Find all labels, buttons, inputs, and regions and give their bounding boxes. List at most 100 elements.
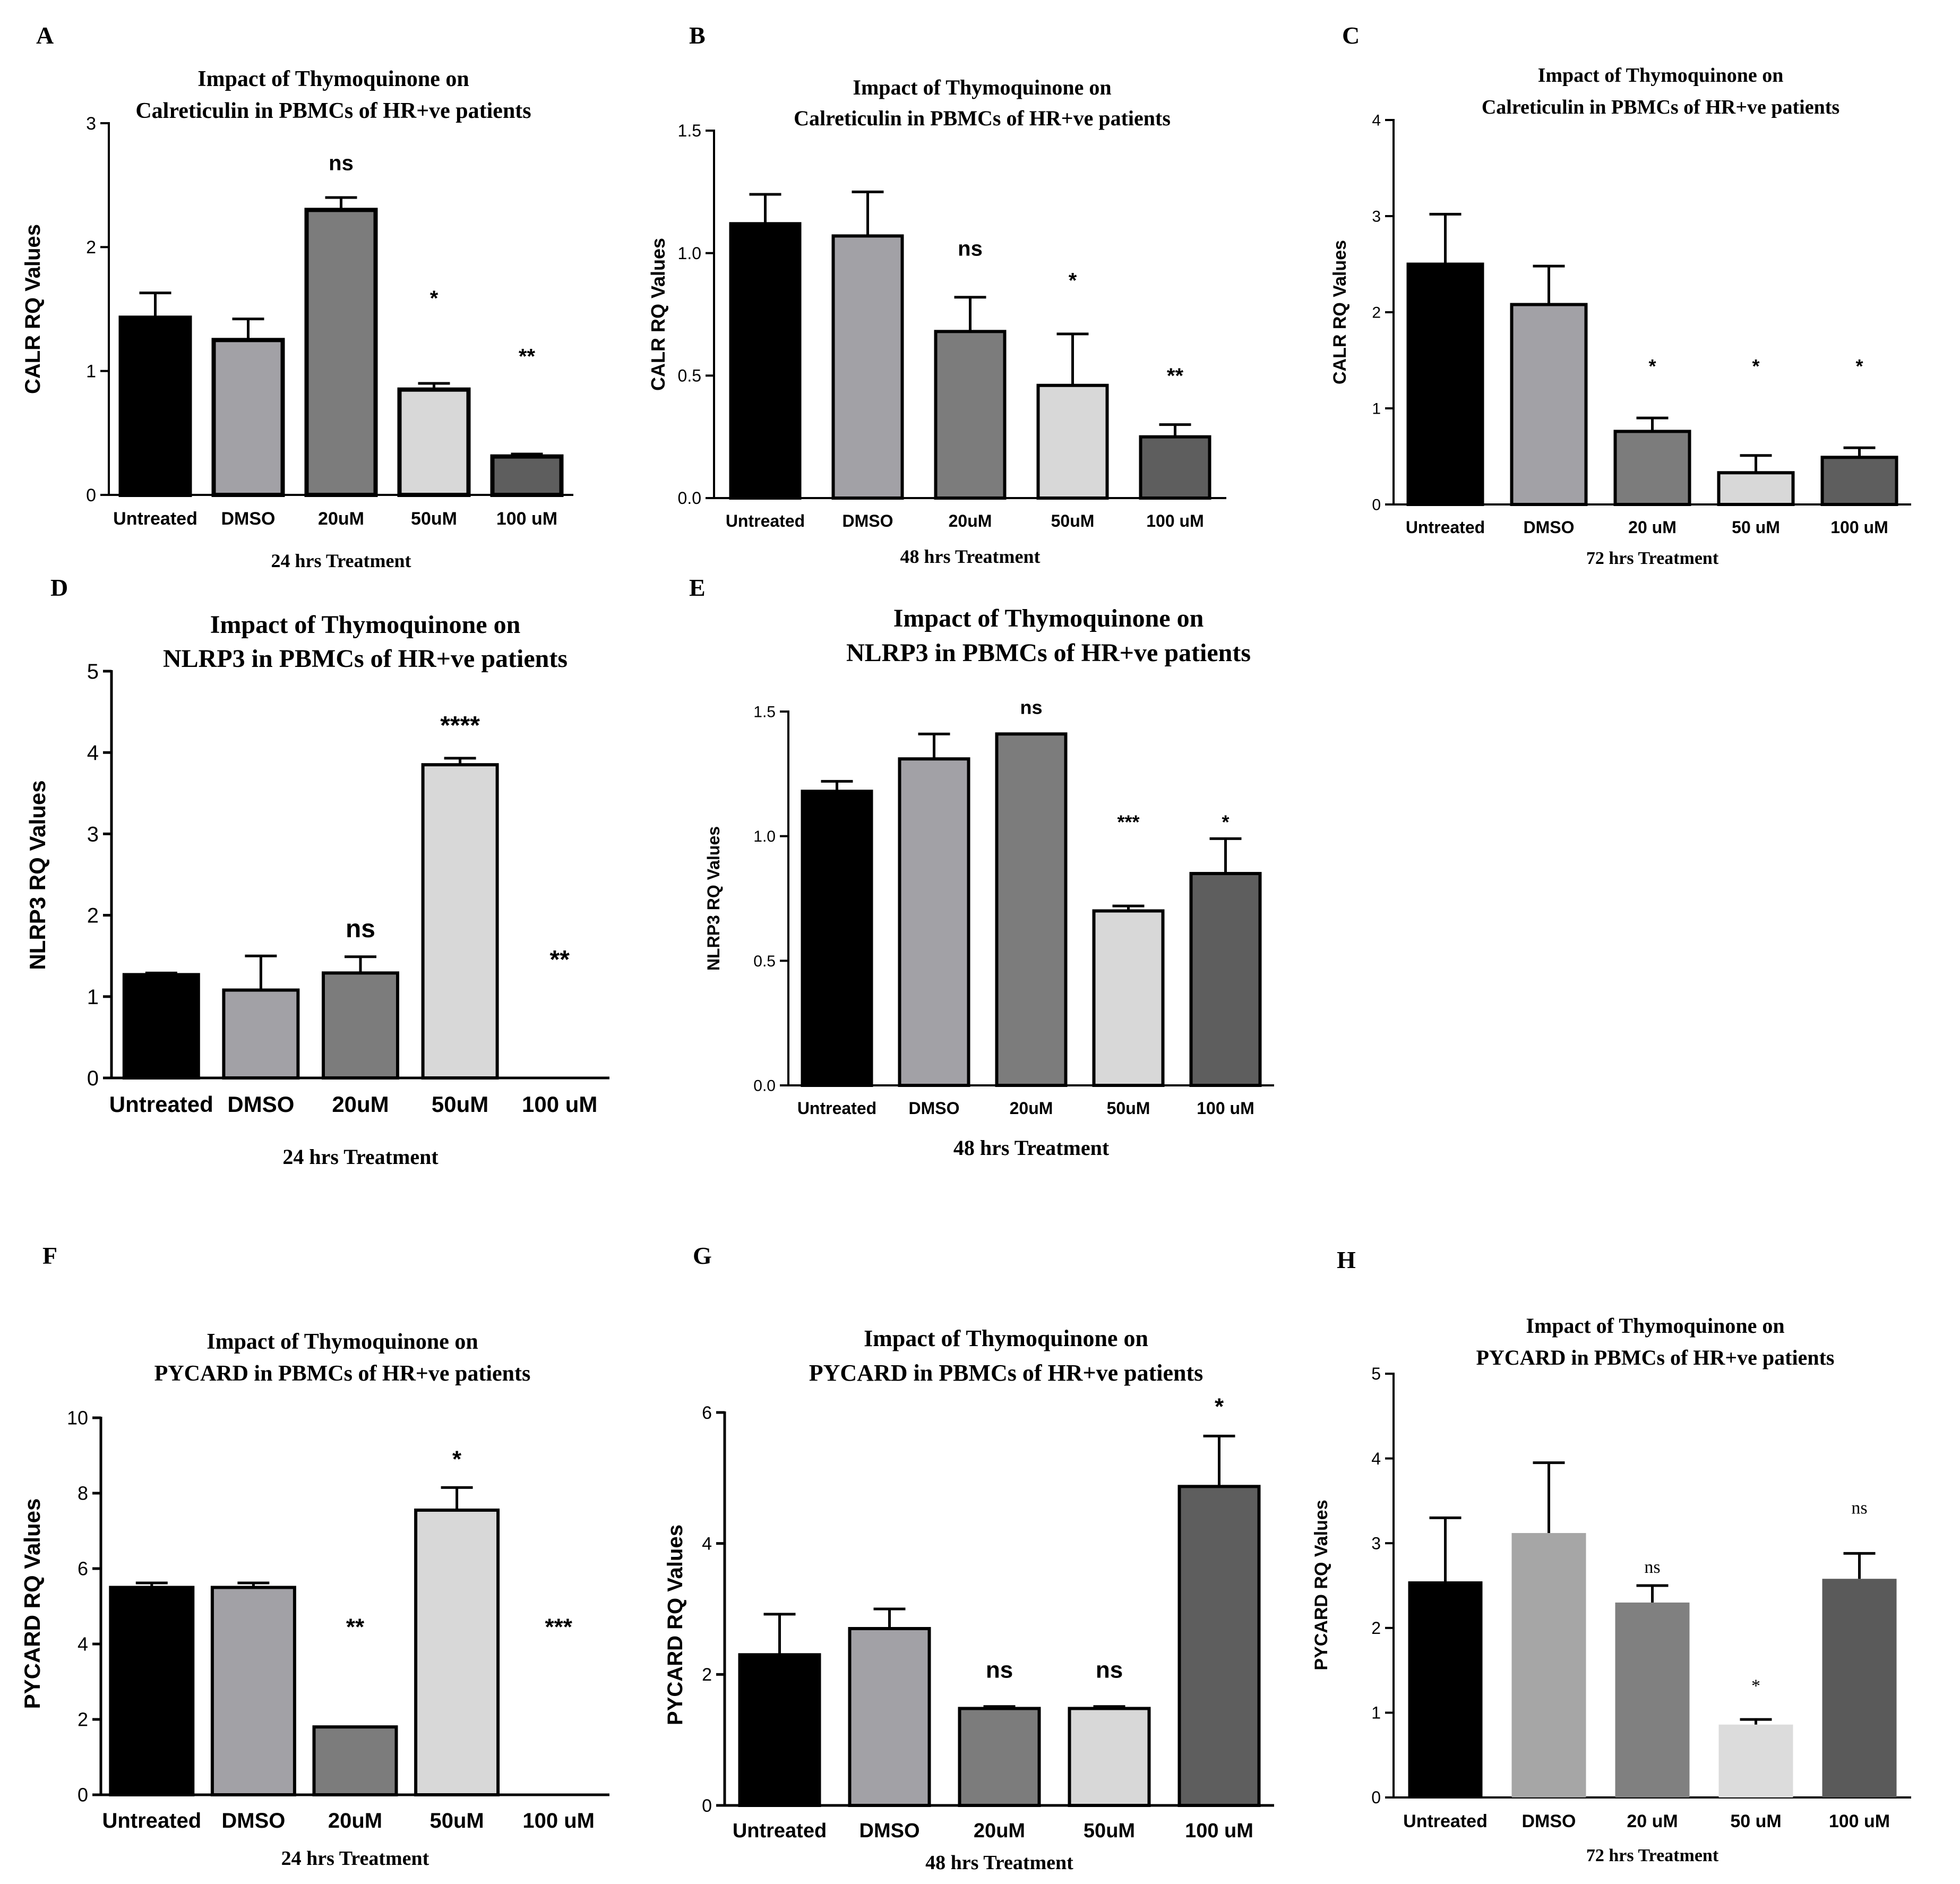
- bar-3: [1615, 1602, 1690, 1797]
- x-tick-label-1: Untreated: [1406, 518, 1485, 537]
- y-tick-label: 3: [86, 114, 96, 134]
- bar-2: [222, 988, 300, 1080]
- significance-star-5: **: [519, 345, 536, 369]
- chart-title-line-2: Calreticulin in PBMCs of HR+ve patients: [794, 106, 1171, 130]
- y-axis-label: NLRP3 RQ Values: [25, 780, 50, 970]
- bar-1: [729, 222, 802, 500]
- chart-title-line-2: NLRP3 in PBMCs of HR+ve patients: [846, 639, 1251, 667]
- chart-title-line-1: Impact of Thymoquinone on: [207, 1330, 478, 1354]
- x-tick-label-2: DMSO: [227, 1092, 294, 1117]
- x-tick-label-5: 100 uM: [1829, 1811, 1890, 1831]
- bar-4: [414, 1508, 500, 1796]
- x-tick-label-4: 50uM: [1084, 1820, 1135, 1842]
- y-tick-label: 3: [1372, 208, 1381, 226]
- y-tick-label: 0.5: [753, 953, 776, 970]
- significance-star-5: **: [550, 946, 570, 974]
- bar-1: [738, 1653, 821, 1807]
- bar-3: [995, 732, 1068, 1087]
- x-tick-label-3: 20uM: [949, 511, 992, 530]
- bar-3: [312, 1725, 398, 1796]
- bar-5: [1189, 872, 1262, 1087]
- panel-letter-a: A: [36, 22, 54, 49]
- significance-ns-3: ns: [986, 1657, 1013, 1683]
- x-axis-label: 72 hrs Treatment: [1586, 1846, 1719, 1865]
- chart-title-line-2: PYCARD in PBMCs of HR+ve patients: [154, 1361, 531, 1386]
- panel-g: G Impact of Thymoquinone on PYCARD in PBMC…: [664, 1242, 1274, 1874]
- chart-title-line-2: NLRP3 in PBMCs of HR+ve patients: [163, 645, 568, 673]
- chart-title-line-1: Impact of Thymoquinone on: [1526, 1314, 1784, 1338]
- significance-star-3: **: [346, 1614, 365, 1640]
- bar-4: [421, 763, 499, 1080]
- chart-title-line-1: Impact of Thymoquinone on: [853, 75, 1111, 99]
- bar-2: [211, 338, 285, 497]
- y-tick-label: 0: [1371, 1788, 1381, 1807]
- y-axis-label: NLRP3 RQ Values: [704, 826, 723, 971]
- significance-star-4: *: [1752, 355, 1759, 377]
- x-tick-label-4: 50uM: [432, 1092, 488, 1117]
- x-tick-label-2: DMSO: [221, 1809, 285, 1832]
- x-tick-label-2: DMSO: [1522, 1811, 1576, 1831]
- chart-title-line-2: PYCARD in PBMCs of HR+ve patients: [809, 1360, 1203, 1386]
- x-tick-label-5: 100 uM: [1197, 1099, 1254, 1118]
- significance-star-4: *: [1751, 1676, 1760, 1696]
- panel-e: E Impact of Thymoquinone on NLRP3 in PBMCs…: [689, 574, 1274, 1160]
- chart-title-line-1: Impact of Thymoquinone on: [893, 604, 1204, 632]
- bar-2: [210, 1586, 296, 1796]
- chart-title-line-1: Impact of Thymoquinone on: [210, 611, 521, 639]
- y-tick-label: 2: [78, 1709, 88, 1731]
- significance-ns-3: ns: [1644, 1557, 1660, 1577]
- x-tick-label-4: 50uM: [1051, 511, 1095, 530]
- bar-2: [831, 234, 904, 500]
- bar-2: [1510, 303, 1588, 507]
- bar-4: [1036, 383, 1109, 500]
- x-axis-label: 48 hrs Treatment: [953, 1136, 1110, 1160]
- x-tick-label-1: Untreated: [797, 1099, 876, 1118]
- y-tick-label: 1: [1372, 400, 1381, 418]
- significance-star-4: *: [1069, 269, 1077, 292]
- significance-star-5: **: [1167, 364, 1184, 388]
- y-tick-label: 1.5: [678, 121, 701, 140]
- significance-star-4: *: [430, 287, 439, 310]
- bar-3: [958, 1707, 1041, 1807]
- significance-ns-3: ns: [346, 915, 375, 943]
- y-axis-label: PYCARD RQ Values: [20, 1498, 45, 1709]
- y-tick-label: 1: [1371, 1703, 1381, 1723]
- x-axis-label: 48 hrs Treatment: [900, 546, 1041, 567]
- y-tick-label: 4: [1372, 112, 1381, 130]
- x-tick-label-4: 50 uM: [1732, 518, 1780, 537]
- x-tick-label-4: 50uM: [411, 509, 457, 529]
- bar-4: [1718, 1724, 1793, 1797]
- y-tick-label: 4: [78, 1633, 88, 1655]
- x-tick-label-3: 20uM: [1010, 1099, 1053, 1118]
- bar-3: [934, 330, 1007, 500]
- bar-3: [304, 208, 378, 498]
- x-tick-label-1: Untreated: [1403, 1811, 1488, 1831]
- y-tick-label: 8: [78, 1483, 88, 1504]
- bar-1: [1408, 1581, 1483, 1797]
- panel-b: B Impact of Thymoquinone on Calreticulin i…: [647, 22, 1226, 567]
- y-tick-label: 4: [87, 741, 99, 765]
- bar-1: [801, 790, 873, 1087]
- y-tick-label: 0: [87, 1067, 99, 1090]
- panel-letter-e: E: [689, 574, 706, 601]
- y-tick-label: 0: [1372, 496, 1381, 514]
- significance-star-5: *: [1222, 811, 1229, 833]
- bar-2: [1511, 1533, 1586, 1797]
- bar-5: [1820, 456, 1898, 506]
- panel-letter-b: B: [689, 22, 706, 49]
- bar-1: [1406, 262, 1484, 506]
- y-tick-label: 5: [87, 660, 99, 683]
- bar-5: [490, 454, 564, 498]
- x-tick-label-3: 20 uM: [1628, 518, 1677, 537]
- chart-title-line-1: Impact of Thymoquinone on: [1538, 64, 1784, 87]
- bar-4: [1068, 1707, 1151, 1807]
- panel-letter-d: D: [50, 574, 68, 601]
- significance-star-4: ****: [440, 712, 480, 740]
- x-tick-label-5: 100 uM: [522, 1809, 595, 1832]
- y-tick-label: 0: [86, 485, 96, 506]
- significance-star-3: *: [1648, 355, 1656, 377]
- bar-3: [322, 971, 399, 1080]
- significance-star-5: *: [1855, 355, 1863, 377]
- x-tick-label-1: Untreated: [102, 1809, 201, 1832]
- significance-ns-3: ns: [329, 152, 354, 175]
